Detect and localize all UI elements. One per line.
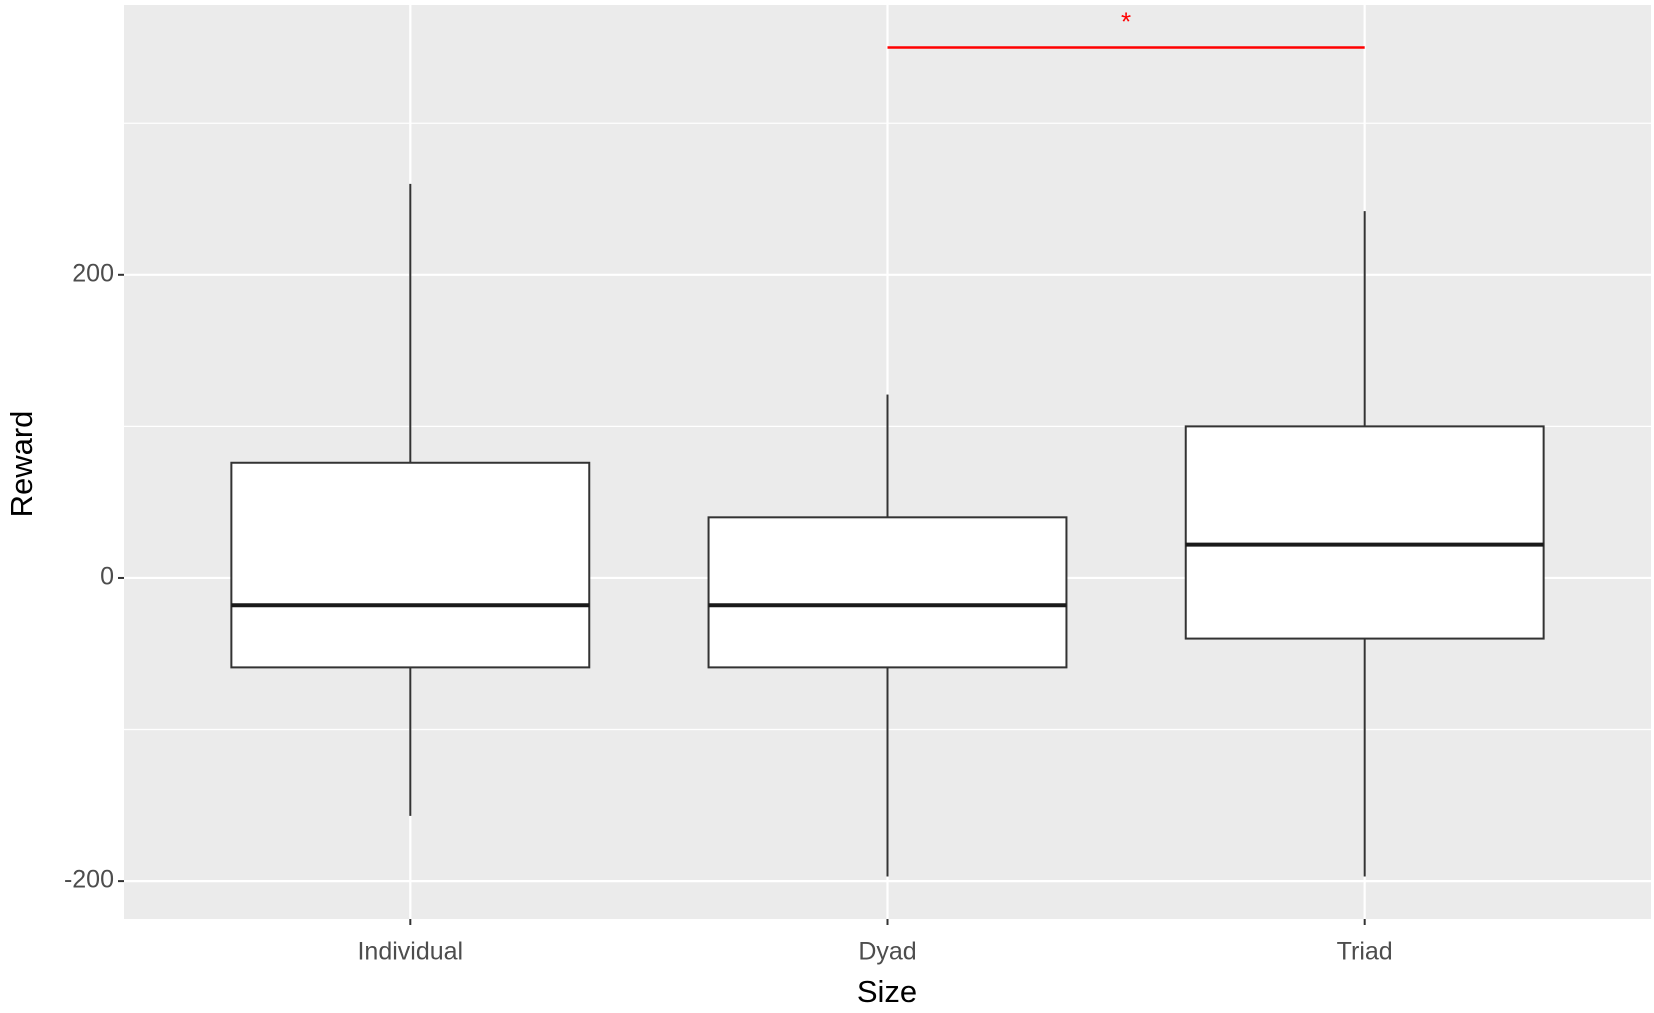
y-tick-label: 200 <box>72 259 114 287</box>
y-axis-title: Reward <box>4 411 39 518</box>
box <box>230 461 591 669</box>
x-tick-label: Individual <box>357 938 463 966</box>
x-axis-title: Size <box>857 974 917 1009</box>
x-tick-label: Triad <box>1337 938 1393 966</box>
box <box>707 516 1068 669</box>
y-tick-label: 0 <box>100 563 114 591</box>
y-tick-label: -200 <box>64 866 114 894</box>
x-tick-label: Dyad <box>858 938 916 966</box>
box <box>1184 425 1545 640</box>
marks: * <box>230 6 1545 877</box>
significance-label: * <box>1121 6 1131 36</box>
